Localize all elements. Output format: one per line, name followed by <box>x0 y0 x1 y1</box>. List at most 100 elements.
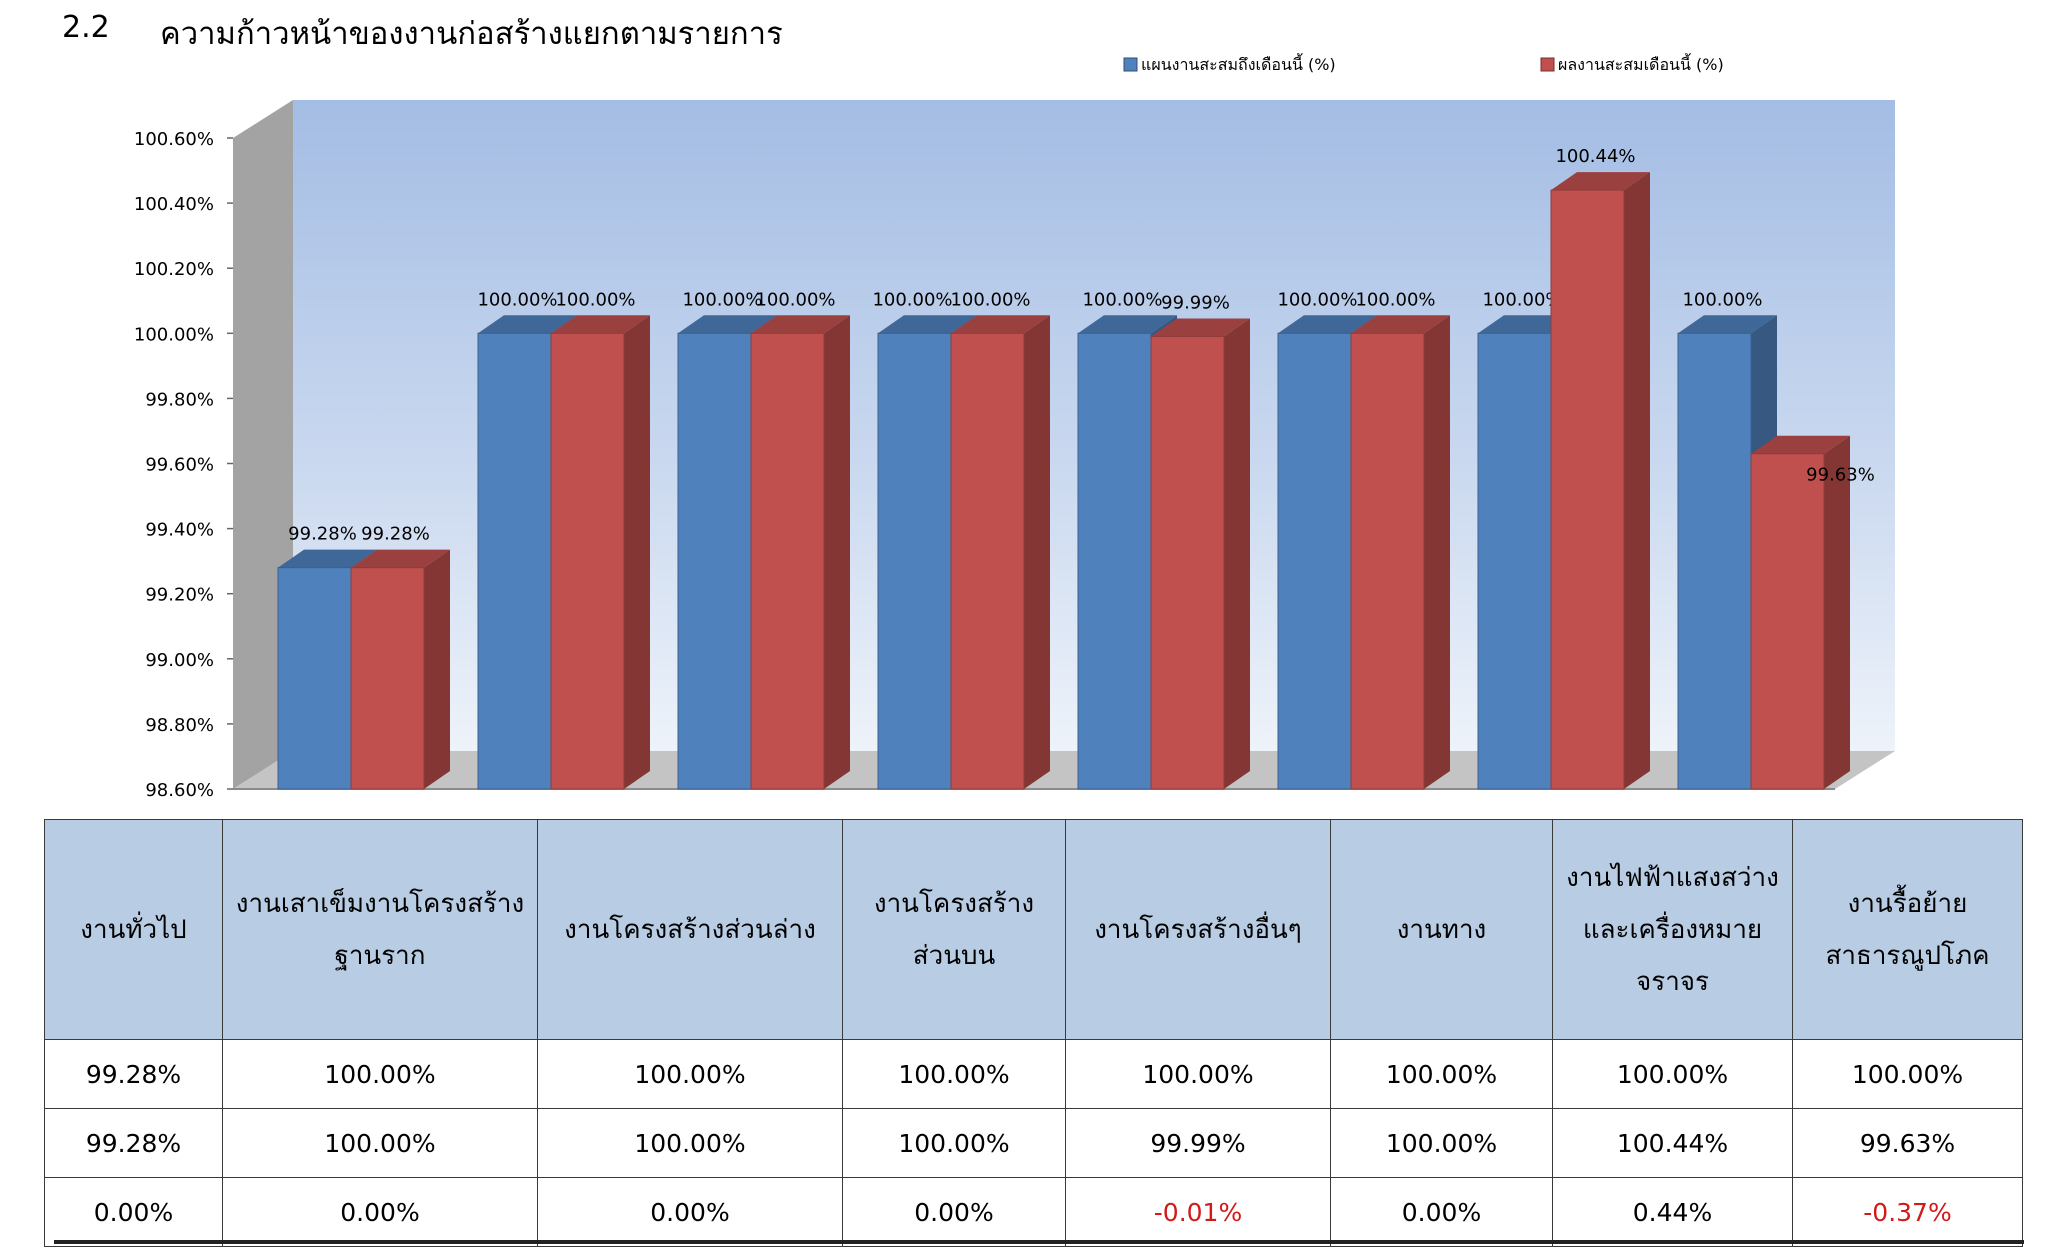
table-cell: 100.00% <box>537 1108 843 1178</box>
bar <box>1677 332 1752 790</box>
y-tick-label: 99.40% <box>145 520 214 541</box>
table-cell: 100.00% <box>1552 1039 1793 1109</box>
y-tick-label: 99.80% <box>145 389 214 410</box>
legend-item: ผลงานสะสมเดือนนี้ (%) <box>1540 53 1724 74</box>
column-header: งานโครงสร้างส่วนบน <box>842 819 1066 1040</box>
table-cell: -0.01% <box>1065 1177 1331 1247</box>
column-header-line: งานไฟฟ้าแสงสว่าง <box>1566 862 1779 893</box>
column-header: งานโครงสร้างอื่นๆ <box>1065 819 1331 1040</box>
column-header-line: จราจร <box>1636 966 1709 997</box>
data-label: 99.28% <box>361 524 430 545</box>
table-cell: 100.00% <box>842 1039 1066 1109</box>
table-cell: 99.63% <box>1792 1108 2023 1178</box>
column-header: งานโครงสร้างส่วนล่าง <box>537 819 843 1040</box>
bar-top <box>1678 315 1777 334</box>
data-label: 100.00% <box>1355 289 1435 310</box>
bar-side <box>824 315 850 789</box>
bar-top <box>951 315 1050 334</box>
table-cell: 99.28% <box>44 1039 223 1109</box>
y-tick-label: 98.80% <box>145 715 214 736</box>
bar <box>1750 453 1825 790</box>
column-header-line: งานโครงสร้าง <box>873 888 1035 919</box>
data-label: 100.00% <box>872 289 952 310</box>
bar <box>477 332 552 790</box>
y-axis: 98.60% 98.80% 99.00% 99.20% 99.40% 99.60% 99.8… <box>134 129 233 801</box>
bar-group: 100.00% <box>477 289 577 790</box>
table-header-row: งานทั่วไป งานเสาเข็มงานโครงสร้าง ฐานราก งาน… <box>44 819 2023 1040</box>
bar-group: 99.99% <box>1150 293 1250 790</box>
bar-side <box>1424 315 1450 789</box>
bar-group: 100.00% <box>950 289 1050 790</box>
y-tick-label: 100.20% <box>134 259 214 280</box>
column-header: งานไฟฟ้าแสงสว่างและเครื่องหมายจราจร <box>1552 819 1793 1040</box>
bar <box>1477 332 1552 790</box>
bar <box>1077 332 1152 790</box>
bar-top <box>678 315 777 334</box>
section-title: ความก้าวหน้าของงานก่อสร้างแยกตามรายการ <box>160 16 783 52</box>
legend-item: แผนงานสะสมถึงเดือนนี้ (%) <box>1123 53 1336 74</box>
bar <box>950 332 1025 790</box>
bar <box>877 332 952 790</box>
table-cell: 100.00% <box>222 1039 538 1109</box>
bar-group: 100.44% <box>1550 146 1650 790</box>
data-label: 100.00% <box>1082 289 1162 310</box>
column-header-line: ฐานราก <box>334 940 426 971</box>
y-tick-label: 99.60% <box>145 455 214 476</box>
column-header-line: ส่วนบน <box>912 940 996 971</box>
data-label: 100.00% <box>950 289 1030 310</box>
column-header-line: งานโครงสร้างส่วนล่าง <box>564 914 816 945</box>
y-tick-label: 100.00% <box>134 324 214 345</box>
column-header-line: งานโครงสร้างอื่นๆ <box>1094 914 1302 945</box>
table-cell: 0.00% <box>537 1177 843 1247</box>
table-cell: 100.00% <box>222 1108 538 1178</box>
table-cell: 0.00% <box>842 1177 1066 1247</box>
bar-group: 100.00% <box>1477 289 1577 790</box>
table-cell: 100.44% <box>1552 1108 1793 1178</box>
table-cell: 99.99% <box>1065 1108 1331 1178</box>
bottom-rule <box>54 1240 2024 1244</box>
bar-top <box>478 315 577 334</box>
bar <box>550 332 625 790</box>
bar <box>1350 332 1425 790</box>
bar-top <box>1551 172 1650 191</box>
bar-side <box>1024 315 1050 789</box>
progress-bar-chart: 98.60% 98.80% 99.00% 99.20% 99.40% 99.60% 99.8… <box>134 53 1895 801</box>
bar-top <box>551 315 650 334</box>
bar-top <box>1278 315 1377 334</box>
bar <box>1550 189 1625 790</box>
table-cell: 100.00% <box>1792 1039 2023 1109</box>
bar-top <box>1351 315 1450 334</box>
table-cell: 0.00% <box>44 1177 223 1247</box>
data-label: 100.00% <box>1277 289 1357 310</box>
table-cell: 99.28% <box>44 1108 223 1178</box>
data-label: 100.00% <box>1682 289 1762 310</box>
bar-top <box>1078 315 1177 334</box>
table-cell: 100.00% <box>1330 1108 1553 1178</box>
bar-top <box>1151 318 1250 337</box>
table-cell: 0.00% <box>222 1177 538 1247</box>
bar-group: 100.00% <box>750 289 850 790</box>
section-number: 2.2 <box>62 10 110 45</box>
table-body: 99.28% 100.00% 100.00% 100.00% 100.00% 100.00… <box>44 1039 2023 1247</box>
data-label: 99.63% <box>1806 465 1875 486</box>
bar-side <box>1224 318 1250 789</box>
table-cell: 100.00% <box>1330 1039 1553 1109</box>
y-tick-label: 98.60% <box>145 780 214 801</box>
bar <box>350 567 425 790</box>
y-tick-label: 100.40% <box>134 194 214 215</box>
data-label: 99.99% <box>1161 293 1230 314</box>
bar-group: 99.63% <box>1750 435 1875 790</box>
bar <box>277 567 352 790</box>
bar <box>1277 332 1352 790</box>
bar-top <box>278 549 377 568</box>
data-label: 99.28% <box>288 524 357 545</box>
table-cell: 100.00% <box>1065 1039 1331 1109</box>
bar-top <box>351 549 450 568</box>
table-row: 0.00% 0.00% 0.00% 0.00% -0.01% 0.00% 0.44% -0.3… <box>44 1177 2023 1247</box>
bar <box>1150 336 1225 790</box>
bar-side <box>424 549 450 789</box>
bar-top <box>751 315 850 334</box>
bar-group: 100.00% <box>550 289 650 790</box>
legend-swatch <box>1123 57 1138 72</box>
column-header-line: และเครื่องหมาย <box>1582 914 1763 945</box>
